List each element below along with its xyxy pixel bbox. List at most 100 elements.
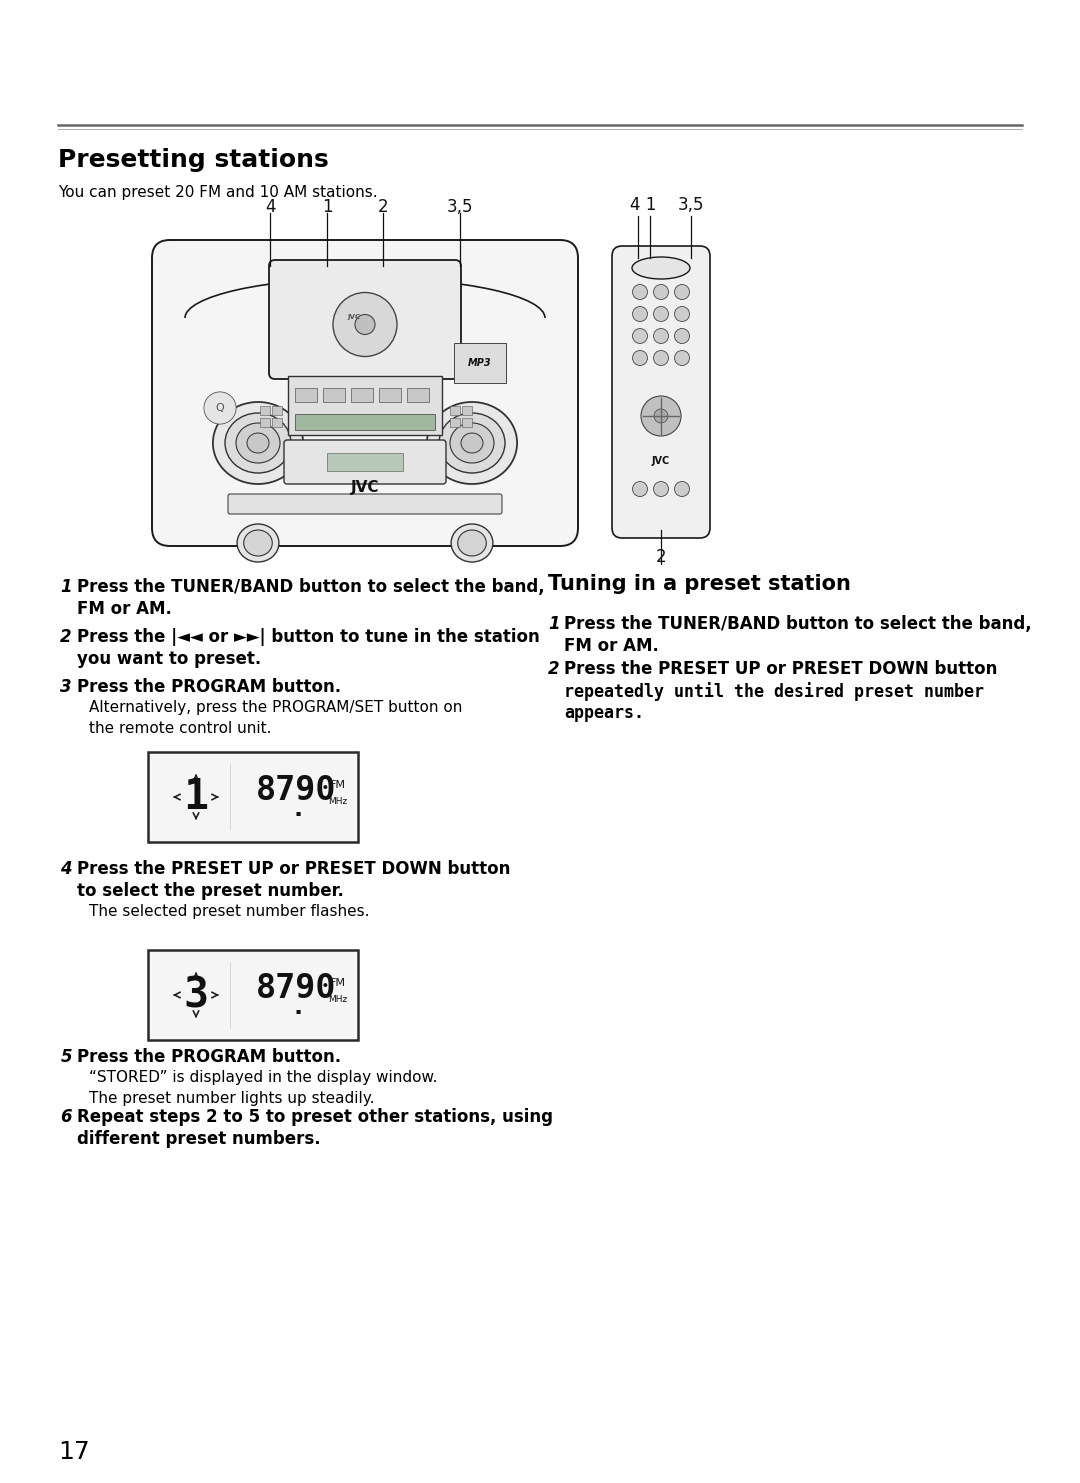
Text: Q: Q (216, 403, 225, 412)
Text: 3: 3 (184, 974, 208, 1016)
FancyBboxPatch shape (612, 246, 710, 538)
Text: 4 1: 4 1 (630, 196, 657, 214)
Circle shape (633, 329, 648, 344)
Text: 1: 1 (60, 578, 72, 596)
Circle shape (675, 329, 689, 344)
Ellipse shape (225, 412, 291, 473)
Text: Press the TUNER/BAND button to select the band,: Press the TUNER/BAND button to select th… (564, 615, 1031, 633)
FancyBboxPatch shape (148, 752, 357, 842)
Bar (462, 418, 472, 427)
Text: 4: 4 (60, 860, 72, 878)
Text: 3: 3 (60, 678, 72, 696)
Text: Press the PROGRAM button.: Press the PROGRAM button. (77, 1048, 341, 1066)
FancyBboxPatch shape (269, 260, 461, 380)
Text: 2: 2 (656, 549, 666, 567)
Text: 2: 2 (378, 199, 389, 217)
Circle shape (633, 482, 648, 497)
FancyBboxPatch shape (152, 240, 578, 546)
Text: 8790: 8790 (256, 774, 336, 808)
Ellipse shape (451, 523, 492, 562)
Circle shape (654, 409, 669, 423)
Circle shape (653, 329, 669, 344)
Text: 8790: 8790 (256, 973, 336, 1005)
Text: you want to preset.: you want to preset. (77, 650, 261, 667)
Bar (272, 418, 282, 427)
Text: JVC: JVC (652, 455, 670, 466)
Text: The preset number lights up steadily.: The preset number lights up steadily. (89, 1091, 375, 1106)
Text: 3,5: 3,5 (447, 199, 473, 217)
Bar (462, 406, 472, 415)
Ellipse shape (238, 523, 279, 562)
Text: Press the PRESET UP or PRESET DOWN button: Press the PRESET UP or PRESET DOWN butto… (564, 660, 997, 678)
Text: The selected preset number flashes.: The selected preset number flashes. (89, 905, 369, 919)
Circle shape (333, 292, 397, 356)
Circle shape (653, 350, 669, 365)
FancyBboxPatch shape (228, 494, 502, 515)
Text: “STORED” is displayed in the display window.: “STORED” is displayed in the display win… (89, 1071, 437, 1086)
Text: Tuning in a preset station: Tuning in a preset station (548, 574, 851, 595)
Bar (260, 418, 270, 427)
Bar (327, 452, 403, 472)
Circle shape (675, 285, 689, 300)
Ellipse shape (427, 402, 517, 483)
Text: 1: 1 (549, 615, 561, 633)
Text: FM or AM.: FM or AM. (564, 638, 659, 655)
Ellipse shape (450, 423, 494, 463)
Bar (450, 418, 460, 427)
FancyBboxPatch shape (288, 377, 442, 435)
Text: 3,5: 3,5 (678, 196, 704, 214)
Circle shape (675, 482, 689, 497)
Text: .: . (291, 796, 306, 822)
Text: FM: FM (330, 977, 346, 988)
Circle shape (633, 350, 648, 365)
Ellipse shape (247, 433, 269, 452)
Text: Press the PRESET UP or PRESET DOWN button: Press the PRESET UP or PRESET DOWN butto… (77, 860, 511, 878)
Text: 2: 2 (60, 627, 72, 647)
Text: the remote control unit.: the remote control unit. (89, 721, 271, 736)
Text: MHz: MHz (328, 995, 348, 1004)
Bar (272, 406, 282, 415)
Text: .: . (291, 995, 306, 1019)
Text: JVC: JVC (351, 480, 379, 495)
Text: 6: 6 (60, 1108, 72, 1126)
Bar (351, 389, 373, 402)
Text: 1: 1 (184, 776, 208, 819)
Ellipse shape (632, 257, 690, 279)
Bar (151, 755, 355, 839)
Text: appears.: appears. (564, 704, 644, 722)
Text: Repeat steps 2 to 5 to preset other stations, using: Repeat steps 2 to 5 to preset other stat… (77, 1108, 553, 1126)
FancyBboxPatch shape (148, 951, 357, 1040)
Text: 17: 17 (58, 1440, 90, 1464)
Text: different preset numbers.: different preset numbers. (77, 1130, 321, 1148)
Text: MHz: MHz (328, 798, 348, 807)
Text: Press the |◄◄ or ►►| button to tune in the station: Press the |◄◄ or ►►| button to tune in t… (77, 627, 540, 647)
Text: MP3: MP3 (469, 357, 491, 368)
Ellipse shape (237, 423, 280, 463)
Bar (450, 406, 460, 415)
Text: Press the TUNER/BAND button to select the band,: Press the TUNER/BAND button to select th… (77, 578, 544, 596)
Text: Presetting stations: Presetting stations (58, 148, 328, 172)
Bar (295, 414, 435, 430)
Ellipse shape (458, 529, 486, 556)
Bar (323, 389, 345, 402)
Text: JVC: JVC (347, 313, 360, 319)
Ellipse shape (244, 529, 272, 556)
Circle shape (653, 482, 669, 497)
Bar (151, 954, 355, 1037)
Ellipse shape (461, 433, 483, 452)
Circle shape (653, 285, 669, 300)
Circle shape (675, 307, 689, 322)
FancyBboxPatch shape (284, 440, 446, 483)
Circle shape (633, 307, 648, 322)
Bar (379, 389, 401, 402)
Circle shape (355, 314, 375, 335)
Text: Alternatively, press the PROGRAM/SET button on: Alternatively, press the PROGRAM/SET but… (89, 700, 462, 715)
Text: repeatedly until the desired preset number: repeatedly until the desired preset numb… (564, 682, 984, 701)
Text: 1: 1 (322, 199, 333, 217)
Bar (295, 389, 318, 402)
Text: 5: 5 (60, 1048, 72, 1066)
Text: 4: 4 (265, 199, 275, 217)
Ellipse shape (438, 412, 505, 473)
Text: 2: 2 (549, 660, 561, 678)
Bar (407, 389, 429, 402)
